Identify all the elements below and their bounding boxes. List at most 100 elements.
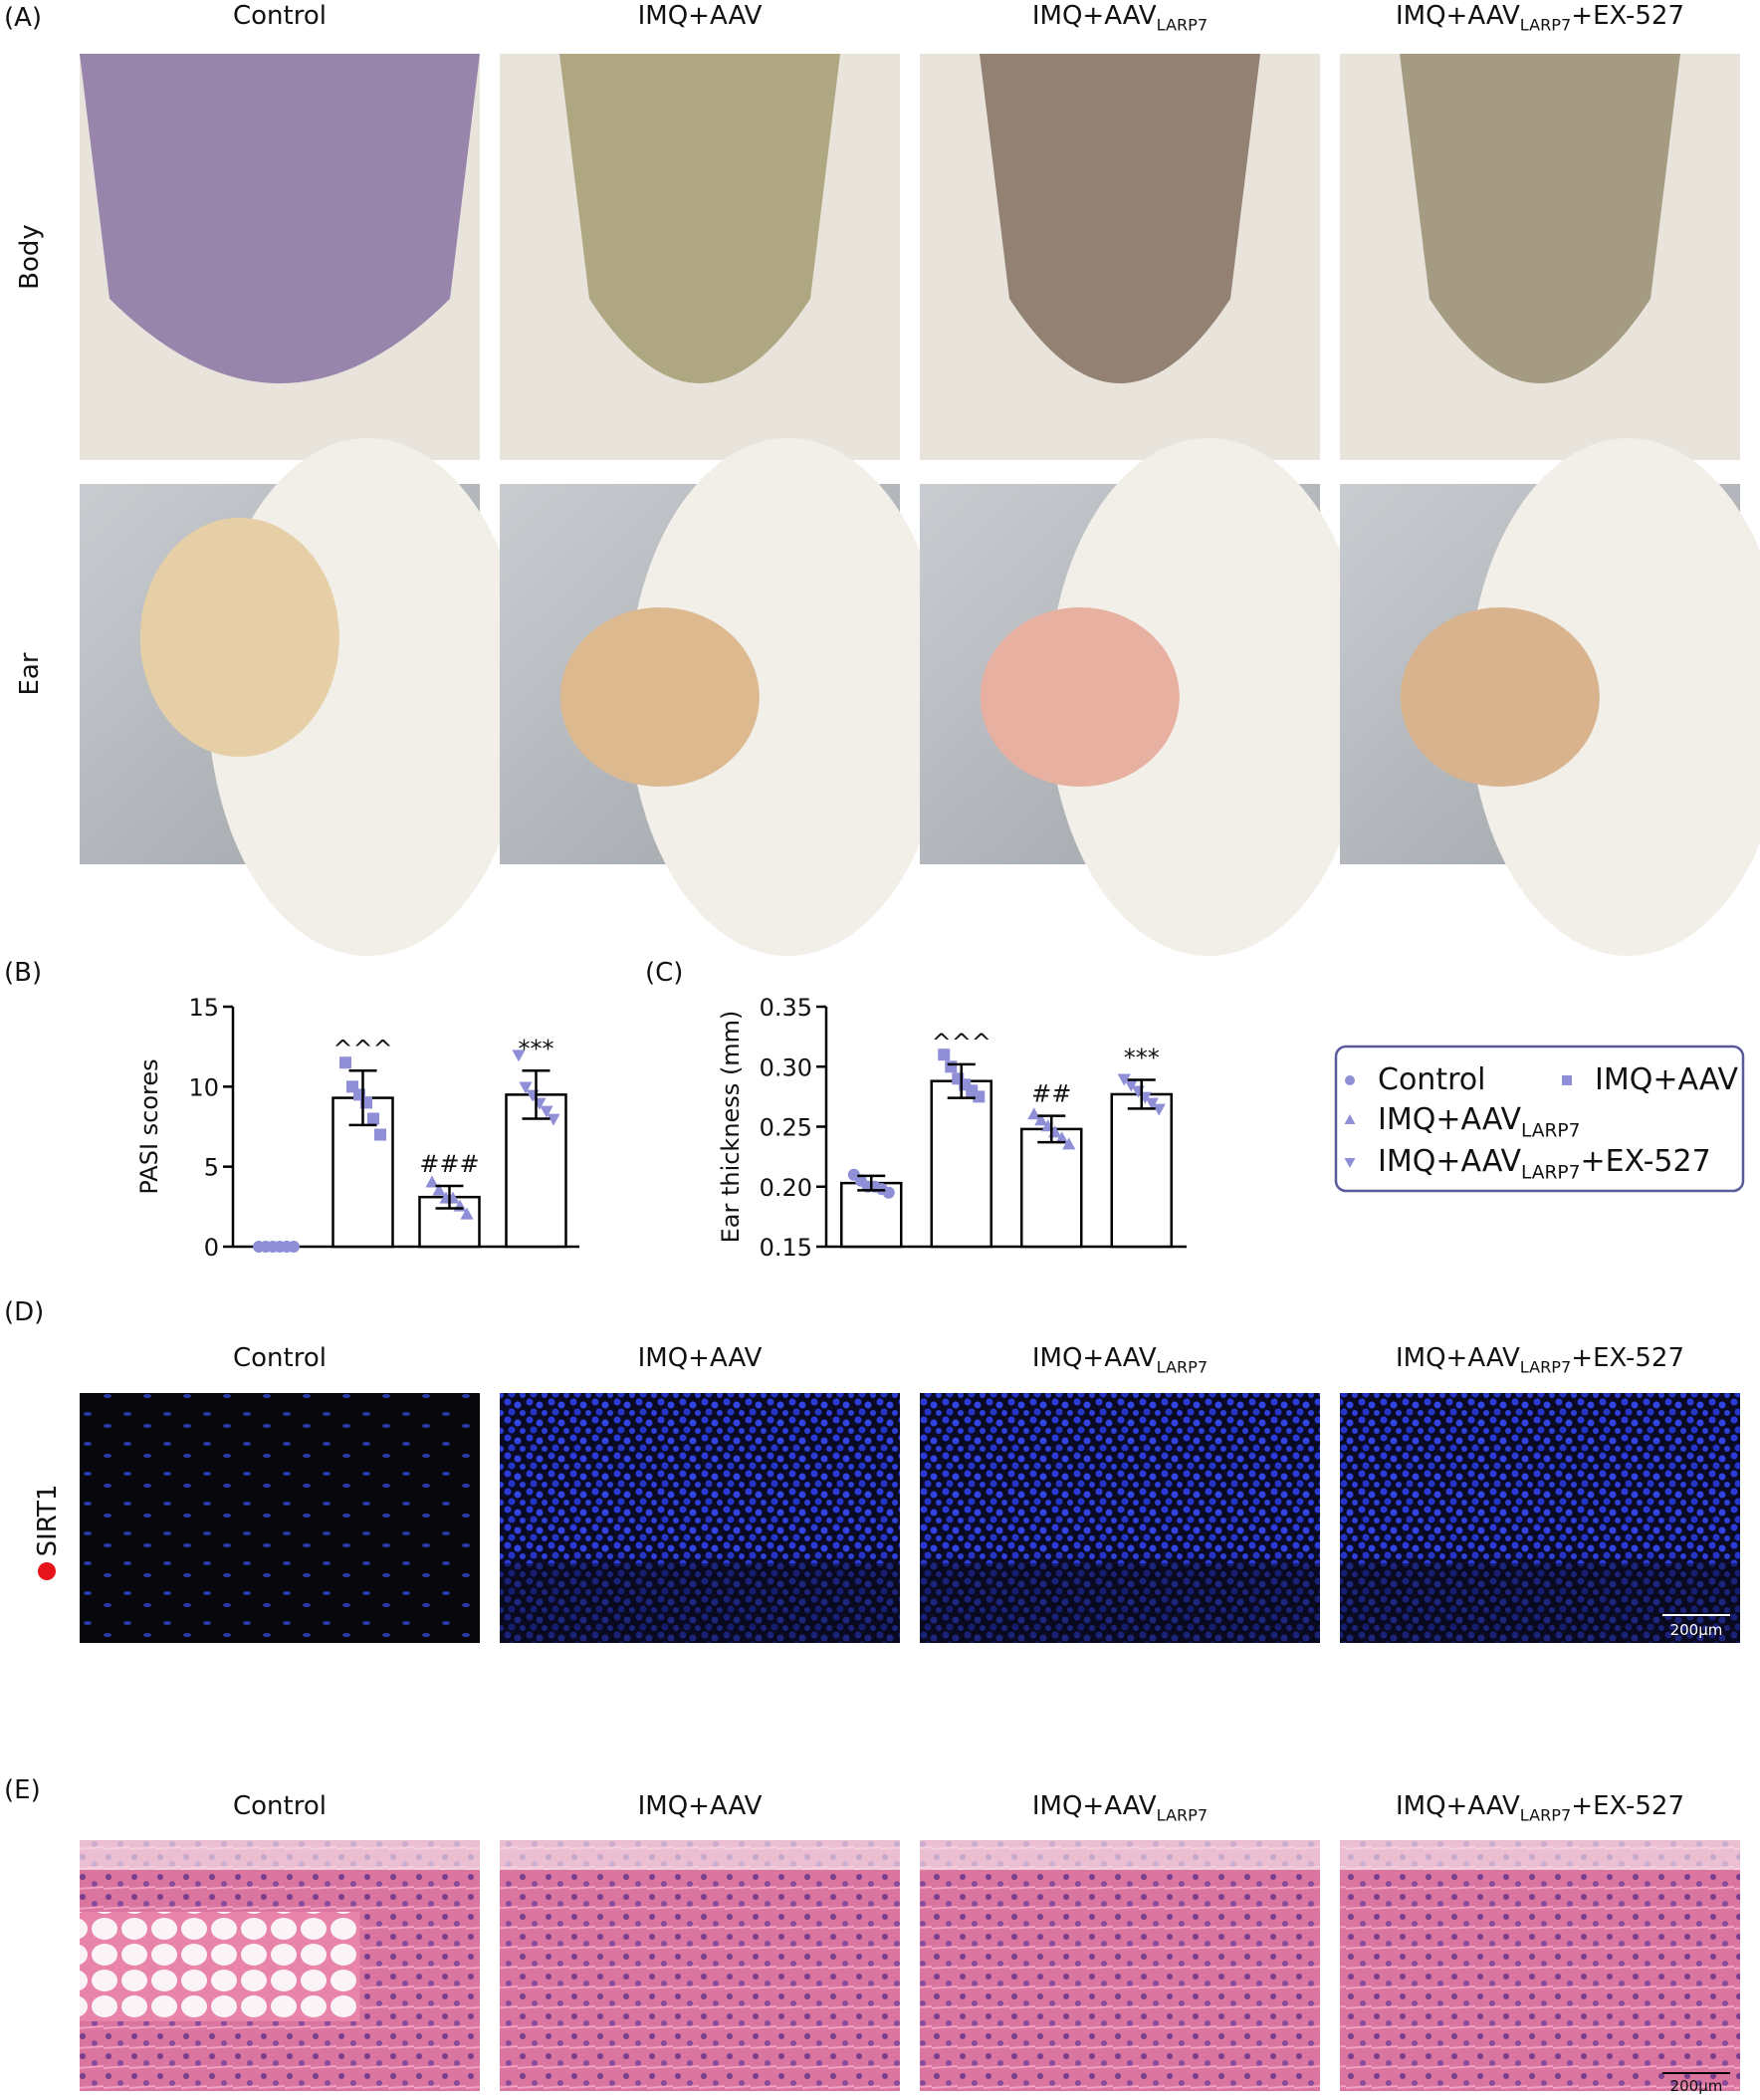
panel-label: (D) <box>4 1297 44 1327</box>
point <box>540 1105 553 1118</box>
annotation: *** <box>1124 1045 1160 1072</box>
skin <box>1400 54 1680 383</box>
epidermis <box>920 1840 1320 1870</box>
column-title: IMQ+AAV <box>638 1 763 31</box>
panel-label: (B) <box>4 958 42 988</box>
column-title: Control <box>233 1791 327 1821</box>
column-title: IMQ+AAV <box>638 1343 763 1373</box>
annotation: ^^^ <box>332 1035 392 1062</box>
fur <box>627 438 949 956</box>
group-text: IMQ+AAV <box>1396 1791 1520 1821</box>
point <box>1062 1137 1076 1150</box>
group-text: IMQ+AAV <box>1396 1 1520 31</box>
group-text: +EX-527 <box>1571 1791 1684 1821</box>
y-tick-label: 0.30 <box>760 1053 812 1081</box>
group-text: IMQ+AAV <box>1396 1343 1520 1373</box>
group-text: LARP7 <box>1520 1358 1572 1377</box>
group-text: LARP7 <box>1157 16 1209 35</box>
point <box>1055 1131 1069 1144</box>
row-label: Body <box>15 224 45 290</box>
y-tick-label: 0.15 <box>760 1234 812 1262</box>
scale-label: 200μm <box>1670 1621 1723 1639</box>
skin <box>559 54 840 383</box>
group-text: IMQ+AAV <box>1595 1062 1738 1097</box>
group-text: LARP7 <box>1157 1358 1209 1377</box>
legend-marker <box>1344 1114 1356 1124</box>
point <box>367 1112 379 1125</box>
point <box>512 1050 526 1062</box>
group-text: Control <box>233 1343 327 1373</box>
group-text: IMQ+AAV <box>1378 1144 1521 1179</box>
group-text: IMQ+AAV <box>1032 1 1157 31</box>
group-text: LARP7 <box>1520 16 1572 35</box>
panel-label: (C) <box>645 958 683 988</box>
bar <box>1110 1092 1173 1249</box>
point <box>1145 1097 1159 1110</box>
group-text: +EX-527 <box>1571 1343 1684 1373</box>
column-title: IMQ+AAV <box>638 1791 763 1821</box>
point <box>1027 1107 1041 1120</box>
dermis <box>920 1563 1320 1643</box>
epidermis <box>500 1840 900 1870</box>
column-title: IMQ+AAVLARP7 <box>1032 1791 1208 1825</box>
y-tick-label: 10 <box>188 1073 219 1101</box>
group-text: IMQ+AAV <box>1032 1343 1157 1373</box>
point <box>425 1175 439 1188</box>
panel-label: (A) <box>4 3 42 33</box>
group-text: Control <box>233 1791 327 1821</box>
bar <box>930 1079 992 1249</box>
legend-label: IMQ+AAVLARP7+EX-527 <box>1378 1144 1711 1184</box>
group-text: +EX-527 <box>1580 1144 1710 1179</box>
group-text: IMQ+AAV <box>1378 1102 1521 1137</box>
point <box>1034 1113 1048 1126</box>
group-text: Control <box>1378 1062 1485 1097</box>
stain-dot <box>38 1562 56 1580</box>
annotation: ### <box>419 1150 479 1178</box>
micrograph <box>1340 1840 1740 2091</box>
point <box>938 1049 951 1061</box>
point <box>374 1128 386 1141</box>
column-title: IMQ+AAVLARP7 <box>1032 1343 1208 1377</box>
panel-label: (E) <box>4 1775 41 1805</box>
column-title: IMQ+AAVLARP7+EX-527 <box>1396 1791 1684 1825</box>
ear <box>139 518 339 757</box>
legend-label: IMQ+AAVLARP7 <box>1378 1102 1580 1142</box>
skin <box>980 54 1260 383</box>
point <box>1117 1073 1131 1086</box>
micrograph <box>920 1840 1320 2091</box>
group-text: LARP7 <box>1521 1163 1580 1184</box>
annotation: *** <box>519 1035 554 1062</box>
micrograph <box>500 1840 900 2091</box>
ear <box>559 607 760 787</box>
group-text: LARP7 <box>1521 1121 1580 1142</box>
annotation: ## <box>1031 1080 1071 1108</box>
group-text: IMQ+AAV <box>638 1 763 31</box>
group-text: IMQ+AAV <box>1032 1791 1157 1821</box>
point <box>432 1183 446 1196</box>
point <box>460 1207 474 1220</box>
y-tick-label: 0.35 <box>760 994 812 1022</box>
point <box>973 1090 986 1103</box>
y-axis-title: PASI scores <box>135 1058 163 1194</box>
y-tick-label: 0 <box>204 1234 219 1262</box>
fat <box>80 1912 360 2021</box>
column-title: IMQ+AAVLARP7+EX-527 <box>1396 1 1684 35</box>
legend-marker <box>1344 1158 1356 1168</box>
column-title: Control <box>233 1 327 31</box>
photos <box>80 54 1760 2091</box>
dermis <box>500 1563 900 1643</box>
legend-box <box>1334 1045 1745 1193</box>
row-label: Ear <box>15 652 45 695</box>
y-tick-label: 5 <box>204 1154 219 1182</box>
point <box>339 1056 351 1069</box>
y-tick-label: 0.20 <box>760 1174 812 1202</box>
column-title: Control <box>233 1343 327 1373</box>
legend-label: IMQ+AAV <box>1595 1062 1738 1097</box>
point <box>945 1060 958 1073</box>
epidermis <box>1340 1840 1740 1870</box>
column-title: IMQ+AAVLARP7 <box>1032 1 1208 35</box>
point <box>519 1081 533 1094</box>
point <box>1124 1079 1138 1092</box>
micrograph <box>80 1393 480 1643</box>
row-label: SIRT1 <box>33 1485 63 1557</box>
